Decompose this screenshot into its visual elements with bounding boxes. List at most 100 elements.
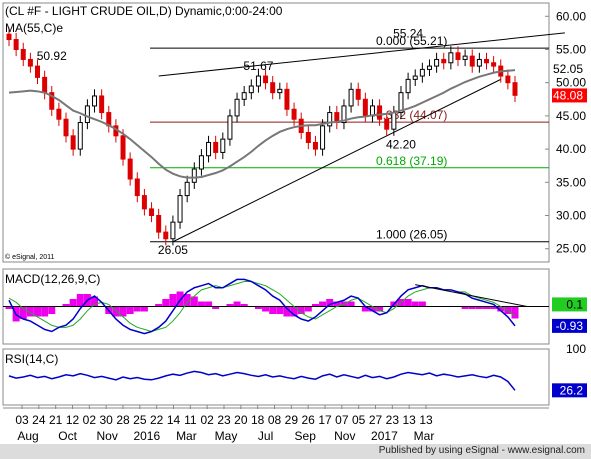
x-axis: 03 24 21 12 02 30 28 25 22 14 11 02 23 20 18 08 29 26 17 07… xyxy=(3,405,549,443)
macd-histogram-bar xyxy=(269,306,277,314)
macd-histogram-bar xyxy=(511,306,519,319)
candlestick xyxy=(163,225,169,246)
price-tick-label: 50.00 xyxy=(556,76,586,90)
x-date-tick: 03 xyxy=(15,413,29,427)
candle-body xyxy=(77,122,83,150)
candlestick xyxy=(134,172,140,203)
candle-body xyxy=(92,95,98,107)
macd-histogram-bar xyxy=(62,304,70,307)
x-date-tick: 05 xyxy=(352,413,366,427)
candlestick xyxy=(255,69,261,93)
candlestick xyxy=(184,175,190,203)
candle-body xyxy=(263,75,269,84)
candle-body xyxy=(412,75,418,80)
candle-body xyxy=(49,92,55,110)
candlestick xyxy=(227,109,233,146)
macd-histogram-bar xyxy=(254,306,262,309)
candlestick xyxy=(491,56,497,73)
x-month-label: Jul xyxy=(258,429,273,443)
footer-bar: Published by using eSignal - www.esignal… xyxy=(0,444,591,459)
macd-histogram-bar xyxy=(34,306,42,317)
macd-histogram-bar xyxy=(411,301,419,307)
candlestick xyxy=(355,82,361,106)
x-date-tick: 11 xyxy=(184,413,197,427)
candlestick xyxy=(469,49,475,73)
candle-body xyxy=(455,52,461,60)
candle-body xyxy=(291,108,297,120)
price-tick-label: 60.00 xyxy=(556,9,586,23)
price-panel-frame xyxy=(2,2,550,263)
candlestick xyxy=(284,82,290,116)
x-month-label: Oct xyxy=(58,429,77,443)
chart-canvas[interactable]: 60.00 55.00 50.00 45.00 40.00 35.00 30.00 25.00… xyxy=(0,0,591,444)
candle-body xyxy=(70,135,76,150)
candle-body xyxy=(398,92,404,114)
price-annotation: 42.20 xyxy=(386,137,416,151)
price-annotation: 55.24 xyxy=(393,27,423,41)
macd-histogram-bar xyxy=(233,301,241,307)
candle-body xyxy=(434,58,440,67)
macd-histogram-bar xyxy=(119,306,127,317)
candlestick xyxy=(405,72,411,100)
candle-body xyxy=(391,112,397,130)
macd-histogram-bar xyxy=(226,304,234,307)
macd-histogram-bar xyxy=(304,306,312,312)
macd-histogram-bar xyxy=(326,299,334,307)
candle-body xyxy=(341,105,347,124)
candlestick xyxy=(206,135,212,163)
candle-body xyxy=(348,88,354,107)
candlestick xyxy=(191,162,197,189)
x-month-label: Nov xyxy=(97,429,118,443)
ma55-line xyxy=(8,69,516,179)
candlestick xyxy=(412,69,418,87)
candlestick xyxy=(234,92,240,123)
x-date-tick: 13 xyxy=(419,413,433,427)
candlestick xyxy=(92,89,98,113)
macd-last-label-bg xyxy=(552,318,587,333)
candlestick xyxy=(177,188,183,229)
macd-histogram-bar xyxy=(69,299,77,307)
candlestick xyxy=(13,32,19,57)
candlestick xyxy=(213,135,219,160)
macd-histogram-bar xyxy=(311,304,319,307)
macd-histogram-bar xyxy=(290,306,298,317)
price-last-label-bg xyxy=(552,62,587,77)
x-date-tick: 20 xyxy=(234,413,248,427)
candle-body xyxy=(63,118,69,137)
candle-body xyxy=(362,98,368,117)
candle-body xyxy=(27,58,33,67)
x-date-tick: 02 xyxy=(83,413,97,427)
fib-level-label: 1.000 (26.05) xyxy=(376,228,447,242)
footer-text: Published by using eSignal - www.esignal… xyxy=(378,445,585,456)
macd-last-label-bg xyxy=(552,297,587,312)
candlestick xyxy=(77,115,83,156)
rsi-panel: 100 RSI(14,C) 26.2 xyxy=(2,342,587,406)
macd-histogram-bar xyxy=(155,304,163,307)
rsi-last-label: 26.2 xyxy=(560,383,584,397)
macd-histogram-bar xyxy=(133,306,141,312)
candle-body xyxy=(248,85,254,94)
rsi-last-label-bg xyxy=(552,383,587,398)
macd-histogram-bar xyxy=(76,294,84,307)
candle-body xyxy=(419,68,425,77)
macd-histogram-bar xyxy=(140,306,148,312)
candlestick xyxy=(99,89,105,120)
candlestick xyxy=(348,82,354,113)
macd-histogram-bar xyxy=(190,296,198,307)
candlestick xyxy=(341,99,347,130)
candlestick xyxy=(441,52,447,70)
fib-level-label: 0.618 (37.19) xyxy=(376,154,447,168)
candle-body xyxy=(35,65,41,78)
candle-body xyxy=(384,118,390,130)
candlestick xyxy=(170,215,176,246)
macd-histogram-bar xyxy=(212,306,220,309)
macd-title: MACD(12,26,9,C) xyxy=(5,272,100,286)
price-last-label: 52.05 xyxy=(553,62,583,76)
candle-body xyxy=(213,141,219,153)
candle-body xyxy=(56,108,62,120)
candle-body xyxy=(13,39,19,50)
candle-body xyxy=(127,158,133,180)
x-date-tick: 21 xyxy=(49,413,63,427)
x-month-label: Mar xyxy=(414,429,435,443)
macd-histogram-bar xyxy=(169,294,177,307)
